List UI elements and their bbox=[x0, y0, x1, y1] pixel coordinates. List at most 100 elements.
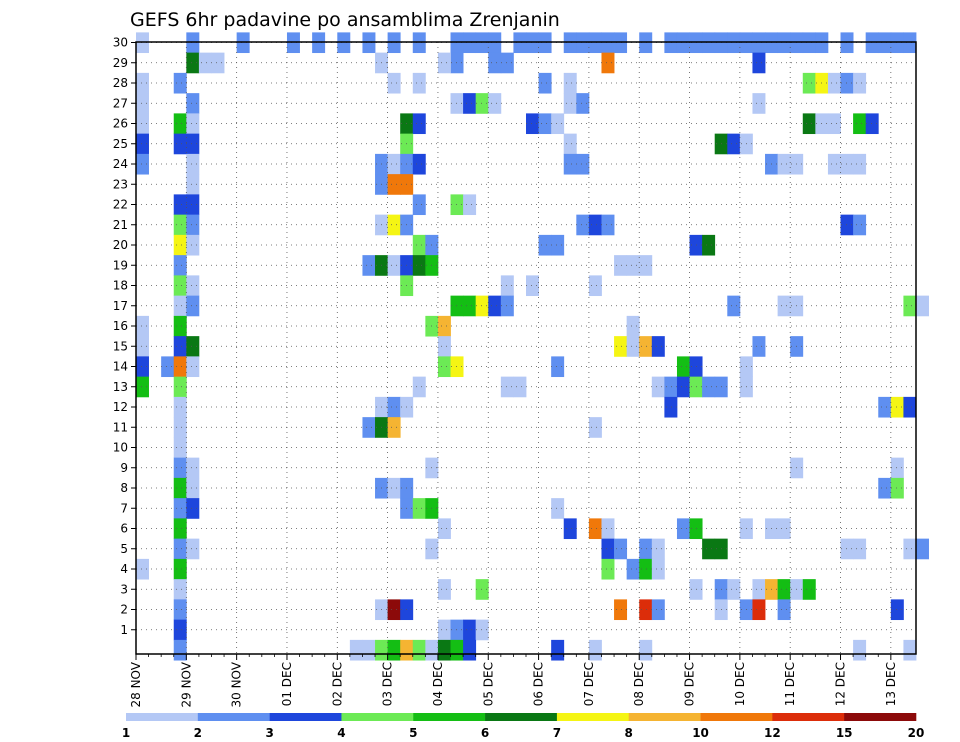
colorbar-swatch bbox=[485, 713, 558, 721]
precip-cell bbox=[450, 194, 464, 216]
precip-cell bbox=[387, 417, 401, 438]
precip-cell bbox=[387, 153, 401, 175]
precip-cell bbox=[853, 153, 867, 175]
precip-cell bbox=[450, 52, 464, 74]
precip-cell bbox=[412, 255, 426, 276]
precip-cell bbox=[500, 295, 514, 317]
precip-cell bbox=[186, 93, 200, 114]
precip-cell bbox=[136, 153, 149, 175]
colorbar-swatch bbox=[341, 713, 414, 721]
precip-cell bbox=[173, 396, 187, 418]
precip-cell bbox=[576, 153, 590, 175]
precip-cell bbox=[450, 619, 464, 641]
precip-cell bbox=[437, 619, 451, 641]
precip-cell bbox=[563, 518, 577, 540]
precip-cell bbox=[840, 214, 854, 236]
precip-cell bbox=[752, 336, 766, 357]
precip-cell bbox=[463, 194, 477, 216]
precip-cell bbox=[526, 275, 539, 297]
y-tick-label: 27 bbox=[113, 96, 128, 110]
precip-cell bbox=[349, 639, 363, 661]
colorbar-label: 6 bbox=[481, 726, 489, 740]
x-tick-label: 03 DEC bbox=[381, 662, 395, 706]
precip-cell bbox=[186, 477, 200, 499]
precip-cell bbox=[840, 72, 854, 94]
precip-cell bbox=[777, 295, 791, 317]
colorbar-label: 3 bbox=[265, 726, 273, 740]
precip-cell bbox=[173, 275, 187, 297]
precip-cell bbox=[626, 336, 640, 357]
precip-cell bbox=[412, 194, 426, 216]
y-tick-label: 17 bbox=[113, 299, 128, 313]
precip-cell bbox=[173, 437, 187, 459]
precip-cell bbox=[802, 72, 816, 94]
precip-cell bbox=[450, 639, 464, 661]
precip-cell bbox=[626, 315, 640, 337]
x-tick-label: 04 DEC bbox=[431, 662, 445, 706]
y-tick-label: 10 bbox=[113, 441, 128, 455]
colorbar-label: 12 bbox=[764, 726, 781, 740]
precip-cell bbox=[853, 72, 867, 94]
precip-cell bbox=[777, 153, 791, 175]
y-tick-label: 24 bbox=[113, 157, 128, 171]
y-tick-label: 30 bbox=[113, 36, 128, 50]
precip-cell bbox=[614, 336, 628, 357]
precip-cell bbox=[752, 579, 766, 600]
precip-cell bbox=[588, 518, 602, 540]
precip-cell bbox=[500, 376, 514, 398]
precip-cell bbox=[425, 639, 439, 661]
precip-cell bbox=[853, 113, 867, 135]
precip-cell bbox=[500, 52, 514, 74]
precip-cell bbox=[639, 558, 653, 580]
precip-cell bbox=[513, 376, 527, 398]
x-tick-label: 11 DEC bbox=[783, 662, 797, 706]
precip-cell bbox=[412, 376, 426, 398]
precip-cell bbox=[173, 255, 187, 276]
colorbar-label: 15 bbox=[836, 726, 853, 740]
precip-cell bbox=[173, 376, 187, 398]
precip-cell bbox=[576, 214, 590, 236]
y-tick-label: 20 bbox=[113, 238, 128, 252]
precip-cell bbox=[840, 153, 854, 175]
precip-cell bbox=[651, 376, 665, 398]
precip-cell bbox=[890, 599, 904, 621]
precip-cell bbox=[387, 72, 401, 94]
precip-cell bbox=[375, 639, 389, 661]
precip-cell bbox=[186, 153, 200, 175]
precip-cell bbox=[639, 639, 653, 661]
precip-cell bbox=[538, 113, 552, 135]
x-tick-label: 07 DEC bbox=[582, 662, 596, 706]
precip-cell bbox=[676, 376, 690, 398]
precip-cell bbox=[136, 315, 149, 337]
precip-cell bbox=[538, 72, 552, 94]
precip-cell bbox=[173, 295, 187, 317]
colorbar-label: 1 bbox=[122, 726, 130, 740]
colorbar-swatch bbox=[628, 713, 701, 721]
precip-cell bbox=[727, 295, 741, 317]
y-tick-label: 7 bbox=[120, 501, 128, 515]
colorbar-label: 20 bbox=[908, 726, 925, 740]
precip-cell bbox=[588, 417, 602, 438]
precip-cell bbox=[651, 558, 665, 580]
chart-title: GEFS 6hr padavine po ansamblima Zrenjani… bbox=[130, 9, 560, 31]
precip-cell bbox=[173, 599, 187, 621]
precip-cell bbox=[853, 538, 867, 560]
precip-cell bbox=[601, 538, 615, 560]
x-tick-label: 05 DEC bbox=[481, 662, 495, 706]
precip-cell bbox=[437, 579, 451, 600]
precip-cell bbox=[916, 538, 929, 560]
precip-cell bbox=[437, 518, 451, 540]
y-tick-label: 8 bbox=[120, 481, 128, 495]
precip-cell bbox=[362, 639, 376, 661]
precip-cell bbox=[173, 194, 187, 216]
precip-cell bbox=[475, 93, 489, 114]
precip-cell bbox=[563, 133, 577, 155]
colorbar: 1 2 3 4 5 6 7 8 10 12 15 20 bbox=[122, 713, 925, 740]
precip-cell bbox=[136, 133, 149, 155]
colorbar-swatch bbox=[556, 713, 630, 721]
precip-cell bbox=[802, 113, 816, 135]
precip-cell bbox=[463, 639, 477, 661]
precip-cell bbox=[588, 275, 602, 297]
precip-cell bbox=[475, 619, 489, 641]
precip-cell bbox=[186, 194, 200, 216]
